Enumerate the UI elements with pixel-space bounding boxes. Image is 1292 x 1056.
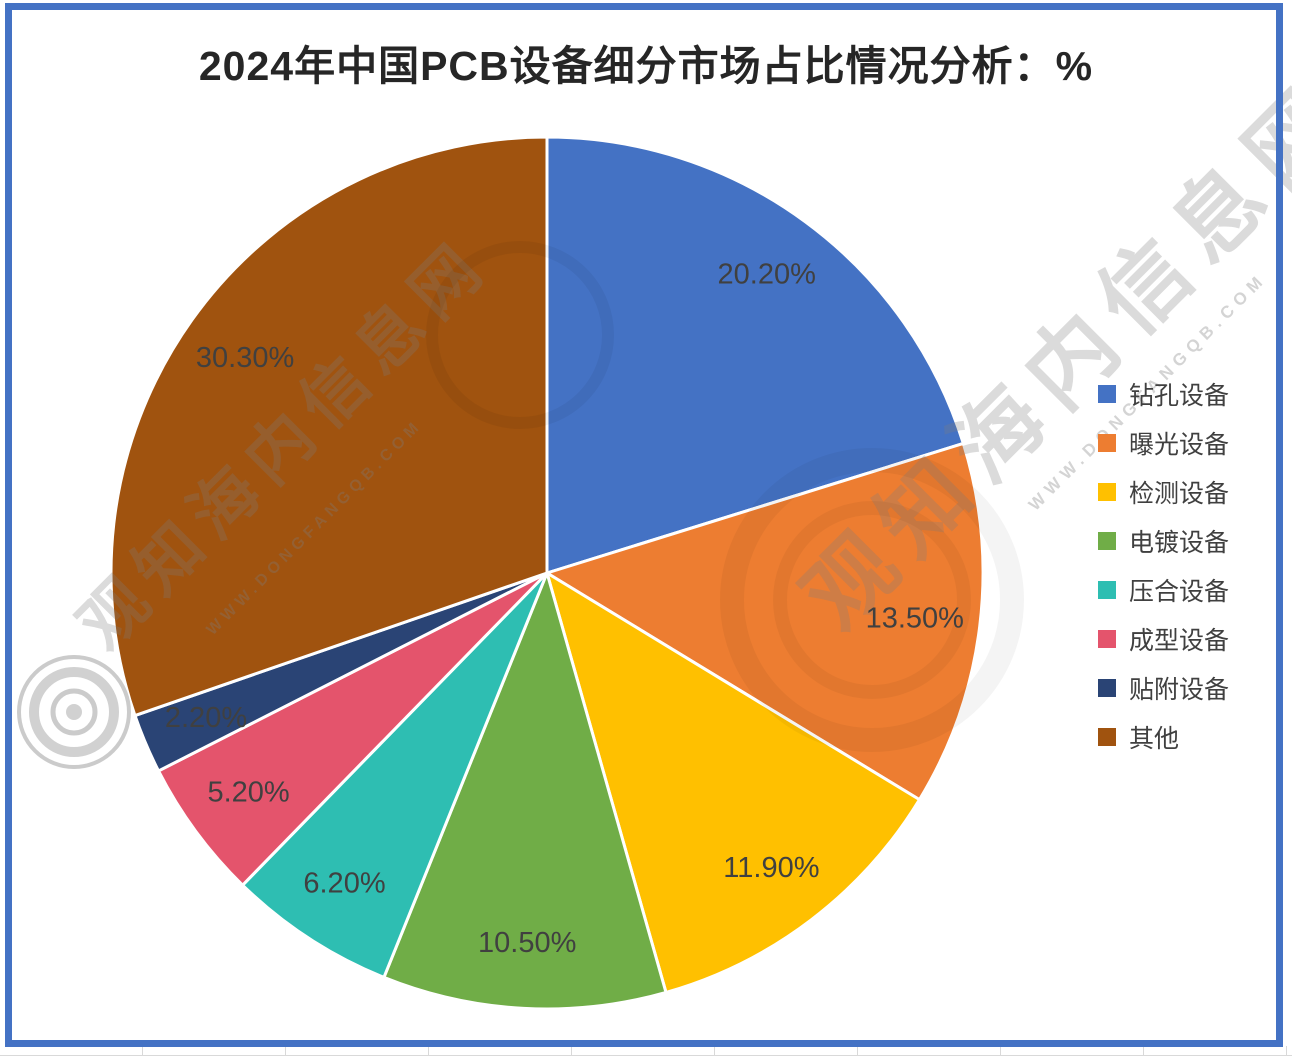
pie-slice-曝光设备 [545, 441, 985, 802]
watermark-url-left: WWW.DONGFANGQB.COM [203, 416, 426, 639]
spreadsheet-gridlines [0, 1046, 1292, 1056]
legend-label: 成型设备 [1129, 626, 1230, 655]
legend-label: 检测设备 [1129, 479, 1230, 508]
pie-slice-压合设备 [241, 571, 549, 979]
legend-label: 电镀设备 [1129, 528, 1230, 557]
data-label-检测设备: 11.90% [723, 852, 819, 884]
legend-item-钻孔设备: 钻孔设备 [1098, 369, 1229, 418]
data-label-其他: 30.30% [196, 342, 294, 374]
legend-swatch-icon [1098, 482, 1116, 501]
data-label-曝光设备: 13.50% [866, 602, 964, 634]
watermark-logo-circles [17, 655, 131, 769]
data-label-成型设备: 5.20% [207, 777, 289, 809]
legend-swatch-icon [1098, 433, 1116, 452]
legend-label: 曝光设备 [1129, 430, 1230, 459]
data-label-钻孔设备: 20.20% [718, 259, 816, 291]
legend-item-贴附设备: 贴附设备 [1098, 663, 1229, 712]
legend: 钻孔设备曝光设备检测设备电镀设备压合设备成型设备贴附设备其他 [1098, 369, 1229, 761]
legend-label: 贴附设备 [1129, 675, 1230, 704]
legend-swatch-icon [1098, 678, 1116, 697]
legend-swatch-icon [1098, 580, 1116, 599]
legend-item-电镀设备: 电镀设备 [1098, 516, 1229, 565]
watermark-sitename-left: 观知海内信息网 [64, 224, 503, 663]
legend-item-曝光设备: 曝光设备 [1098, 418, 1229, 467]
legend-swatch-icon [1098, 531, 1116, 550]
pie-slice-贴附设备 [133, 571, 549, 773]
legend-swatch-icon [1098, 384, 1116, 403]
legend-label: 钻孔设备 [1129, 381, 1230, 410]
legend-item-其他: 其他 [1098, 712, 1229, 761]
legend-swatch-icon [1098, 629, 1116, 648]
data-label-贴附设备: 2.20% [165, 702, 247, 734]
legend-item-压合设备: 压合设备 [1098, 565, 1229, 614]
legend-label: 其他 [1129, 724, 1180, 753]
legend-label: 压合设备 [1129, 577, 1230, 606]
watermark-ghost-circles [426, 241, 1024, 752]
legend-swatch-icon [1098, 727, 1116, 746]
legend-item-检测设备: 检测设备 [1098, 467, 1229, 516]
pie-slice-电镀设备 [382, 571, 668, 1011]
pie-slice-检测设备 [545, 571, 921, 994]
chart-title: 2024年中国PCB设备细分市场占比情况分析：% [198, 43, 1094, 89]
pie-slice-成型设备 [157, 571, 549, 887]
pie-slice-其他 [109, 135, 549, 718]
pie-slice-钻孔设备 [545, 135, 965, 575]
chart-border-frame [5, 3, 1283, 1047]
legend-item-成型设备: 成型设备 [1098, 614, 1229, 663]
data-label-压合设备: 6.20% [303, 867, 385, 899]
data-label-电镀设备: 10.50% [478, 927, 576, 959]
